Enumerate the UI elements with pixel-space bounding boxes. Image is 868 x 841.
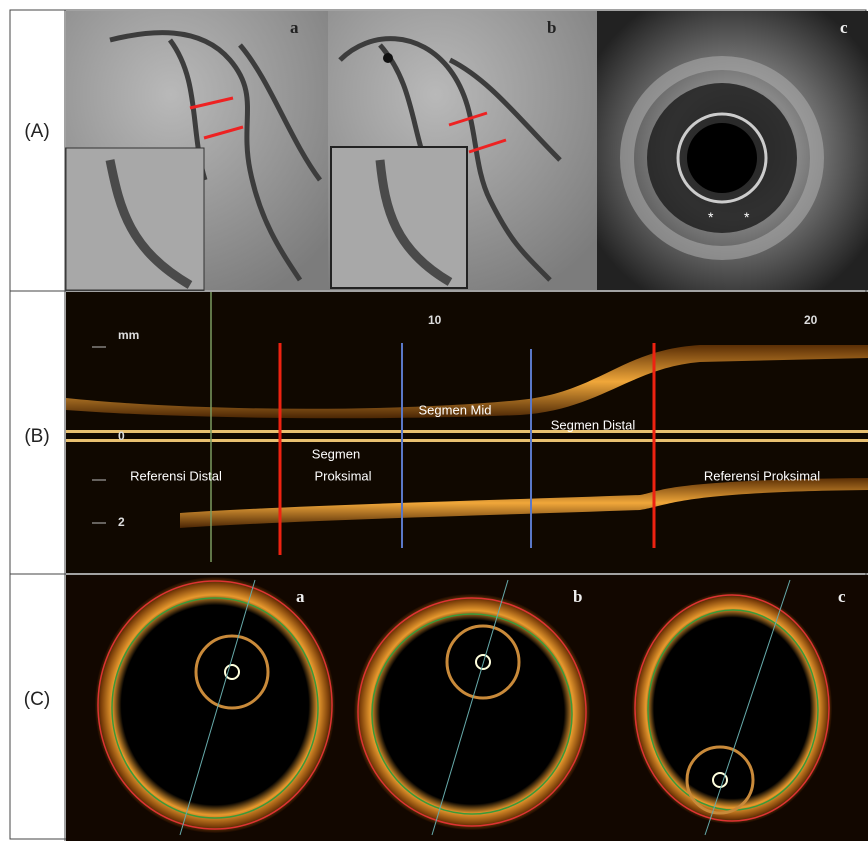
vessel-wall bbox=[354, 594, 590, 830]
catheter-line bbox=[66, 439, 868, 442]
inset bbox=[331, 147, 467, 288]
scale-label: 0 bbox=[118, 429, 125, 443]
segment-label: Proksimal bbox=[314, 468, 371, 483]
scale-label: 20 bbox=[804, 313, 818, 327]
figure: (A) a b * * c (B) mm 0 2 10 20 Referensi… bbox=[0, 0, 868, 841]
catheter-line bbox=[66, 430, 868, 433]
lumen bbox=[687, 123, 757, 193]
asterisk: * bbox=[744, 209, 750, 225]
segment-label: Segmen bbox=[312, 446, 360, 461]
panel-label: (B) bbox=[24, 426, 49, 447]
vessel-wall bbox=[632, 592, 832, 824]
scale-unit: mm bbox=[118, 328, 139, 342]
panel-label: (C) bbox=[24, 689, 50, 710]
segment-label: Segmen Distal bbox=[551, 417, 636, 432]
asterisk: * bbox=[708, 209, 714, 225]
image-letter: b bbox=[573, 587, 582, 606]
panel-label: (A) bbox=[24, 121, 49, 142]
image-letter: a bbox=[296, 587, 305, 606]
inset bbox=[66, 148, 204, 290]
image-letter: c bbox=[838, 587, 846, 606]
catheter-tip bbox=[383, 53, 393, 63]
scale-label: 10 bbox=[428, 313, 442, 327]
segment-label: Referensi Proksimal bbox=[704, 468, 820, 483]
segment-label: Referensi Distal bbox=[130, 468, 222, 483]
segment-label: Segmen Mid bbox=[419, 402, 492, 417]
scale-label: 2 bbox=[118, 515, 125, 529]
image-letter: b bbox=[547, 18, 556, 37]
image-letter: a bbox=[290, 18, 299, 37]
image-letter: c bbox=[840, 18, 848, 37]
